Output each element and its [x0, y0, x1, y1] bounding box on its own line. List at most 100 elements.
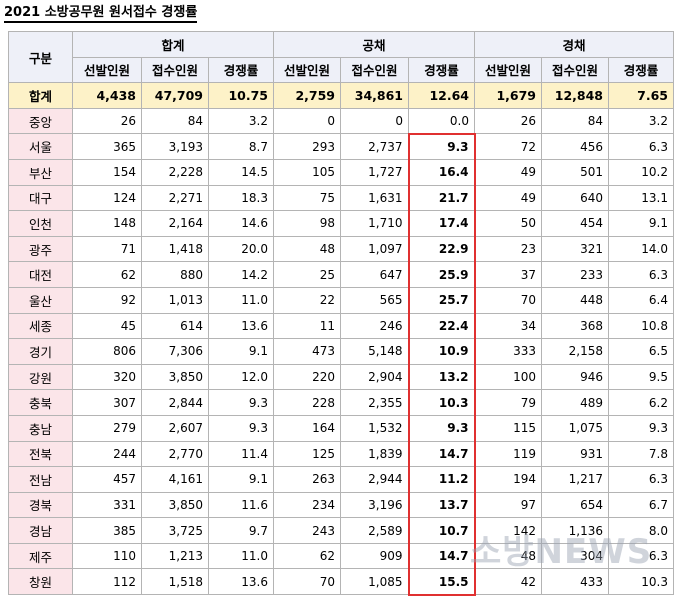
open-rate-cell: 16.4: [407, 158, 476, 186]
value-cell: 320: [72, 363, 142, 391]
value-cell: 34: [474, 312, 542, 340]
value-cell: 2,607: [141, 414, 209, 442]
total-cell: 47,709: [141, 82, 209, 109]
category-header: 구분: [8, 30, 73, 84]
subheader-applied: 접수인원: [141, 56, 209, 84]
value-cell: 3.2: [608, 107, 674, 135]
value-cell: 647: [340, 261, 409, 288]
value-cell: 1,075: [541, 414, 609, 442]
value-cell: 1,418: [141, 235, 209, 263]
table-row: 세종 45 614 13.6 11 246 22.4 34 368 10.8: [8, 312, 674, 340]
value-cell: 10.2: [608, 158, 674, 186]
table-row: 경북 331 3,850 11.6 234 3,196 13.7 97 654 6.7: [8, 491, 674, 519]
value-cell: 5,148: [340, 338, 409, 365]
region-cell: 창원: [8, 568, 73, 596]
open-rate-cell: 10.3: [407, 389, 476, 416]
open-rate-cell: 15.5: [407, 568, 476, 596]
table-row: 제주 110 1,213 11.0 62 909 14.7 48 304 6.3: [8, 542, 674, 570]
value-cell: 13.6: [208, 312, 274, 340]
value-cell: 9.1: [208, 466, 274, 493]
region-cell: 세종: [8, 312, 73, 340]
value-cell: 62: [72, 261, 142, 288]
value-cell: 279: [72, 414, 142, 442]
value-cell: 880: [141, 261, 209, 288]
region-cell: 울산: [8, 286, 73, 314]
value-cell: 14.6: [208, 210, 274, 237]
value-cell: 931: [541, 440, 609, 468]
region-cell: 대전: [8, 261, 73, 288]
table-row: 서울 365 3,193 8.7 293 2,737 9.3 72 456 6.3: [8, 132, 674, 160]
value-cell: 9.3: [208, 414, 274, 442]
value-cell: 489: [541, 389, 609, 416]
table-row: 대전 62 880 14.2 25 647 25.9 37 233 6.3: [8, 261, 674, 288]
value-cell: 2,158: [541, 338, 609, 365]
region-cell: 전북: [8, 440, 73, 468]
region-cell: 인천: [8, 210, 73, 237]
value-cell: 244: [72, 440, 142, 468]
value-cell: 331: [72, 491, 142, 519]
open-rate-cell: 22.9: [407, 235, 476, 263]
table-row: 전북 244 2,770 11.4 125 1,839 14.7 119 931 7.8: [8, 440, 674, 468]
value-cell: 142: [474, 517, 542, 544]
value-cell: 42: [474, 568, 542, 596]
value-cell: 84: [141, 107, 209, 135]
value-cell: 293: [273, 133, 341, 160]
table-row: 부산 154 2,228 14.5 105 1,727 16.4 49 501 10.2: [8, 158, 674, 186]
total-cell: 12.64: [408, 82, 475, 109]
value-cell: 11.0: [208, 542, 274, 570]
value-cell: 23: [474, 235, 542, 263]
value-cell: 9.3: [608, 414, 674, 442]
value-cell: 2,355: [340, 389, 409, 416]
value-cell: 22: [273, 286, 341, 314]
value-cell: 110: [72, 542, 142, 570]
value-cell: 2,737: [340, 133, 409, 160]
open-rate-cell: 0.0: [408, 107, 475, 135]
open-rate-cell: 25.7: [407, 286, 476, 314]
open-rate-cell: 14.7: [407, 542, 476, 570]
total-cell: 10.75: [208, 82, 274, 109]
value-cell: 49: [474, 184, 542, 212]
table-row: 충남 279 2,607 9.3 164 1,532 9.3 115 1,075 9.3: [8, 414, 674, 442]
value-cell: 3,196: [340, 491, 409, 519]
total-label: 합계: [8, 82, 73, 109]
value-cell: 307: [72, 389, 142, 416]
value-cell: 2,271: [141, 184, 209, 212]
open-rate-cell: 13.2: [407, 363, 476, 391]
value-cell: 501: [541, 158, 609, 186]
subheader-rate: 경쟁률: [408, 56, 475, 84]
value-cell: 164: [273, 414, 341, 442]
open-rate-cell: 21.7: [407, 184, 476, 212]
region-cell: 제주: [8, 542, 73, 570]
total-cell: 1,679: [474, 82, 542, 109]
value-cell: 8.7: [208, 133, 274, 160]
value-cell: 233: [541, 261, 609, 288]
value-cell: 1,839: [340, 440, 409, 468]
value-cell: 1,013: [141, 286, 209, 314]
value-cell: 72: [474, 133, 542, 160]
competition-rate-table: 구분 합계 공채 경채 선발인원 접수인원 경쟁률 선발인원 접수인원 경쟁률 …: [8, 30, 674, 596]
subheader-applied: 접수인원: [541, 56, 609, 84]
value-cell: 26: [72, 107, 142, 135]
table-row: 강원 320 3,850 12.0 220 2,904 13.2 100 946 9.5: [8, 363, 674, 391]
value-cell: 6.3: [608, 542, 674, 570]
value-cell: 2,164: [141, 210, 209, 237]
subheader-applied: 접수인원: [340, 56, 409, 84]
value-cell: 1,213: [141, 542, 209, 570]
value-cell: 565: [340, 286, 409, 314]
value-cell: 11: [273, 312, 341, 340]
value-cell: 448: [541, 286, 609, 314]
total-cell: 7.65: [608, 82, 674, 109]
table-row: 인천 148 2,164 14.6 98 1,710 17.4 50 454 9.1: [8, 210, 674, 237]
region-cell: 전남: [8, 466, 73, 493]
group-header-career: 경채: [474, 31, 674, 58]
value-cell: 48: [474, 542, 542, 570]
value-cell: 0: [340, 107, 409, 135]
value-cell: 1,085: [340, 568, 409, 596]
value-cell: 49: [474, 158, 542, 186]
value-cell: 806: [72, 338, 142, 365]
value-cell: 26: [474, 107, 542, 135]
value-cell: 194: [474, 466, 542, 493]
value-cell: 84: [541, 107, 609, 135]
value-cell: 97: [474, 491, 542, 519]
value-cell: 119: [474, 440, 542, 468]
